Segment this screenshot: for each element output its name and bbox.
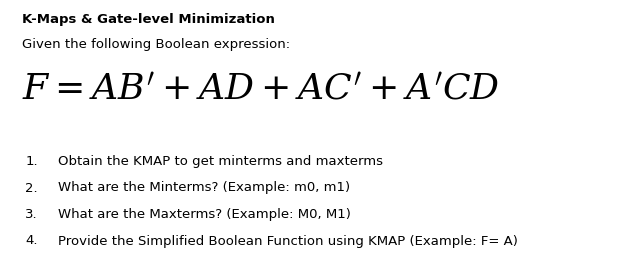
Text: Given the following Boolean expression:: Given the following Boolean expression: [22, 38, 290, 51]
Text: K-Maps & Gate-level Minimization: K-Maps & Gate-level Minimization [22, 13, 275, 26]
Text: $F = AB' + AD + AC' + A'CD$: $F = AB' + AD + AC' + A'CD$ [22, 72, 500, 106]
Text: What are the Maxterms? (Example: M0, M1): What are the Maxterms? (Example: M0, M1) [58, 208, 351, 221]
Text: 2.: 2. [25, 181, 38, 194]
Text: Provide the Simplified Boolean Function using KMAP (Example: F= A): Provide the Simplified Boolean Function … [58, 234, 518, 248]
Text: Obtain the KMAP to get minterms and maxterms: Obtain the KMAP to get minterms and maxt… [58, 155, 383, 168]
Text: 1.: 1. [25, 155, 38, 168]
Text: What are the Minterms? (Example: m0, m1): What are the Minterms? (Example: m0, m1) [58, 181, 350, 194]
Text: 3.: 3. [25, 208, 38, 221]
Text: 4.: 4. [25, 234, 38, 248]
